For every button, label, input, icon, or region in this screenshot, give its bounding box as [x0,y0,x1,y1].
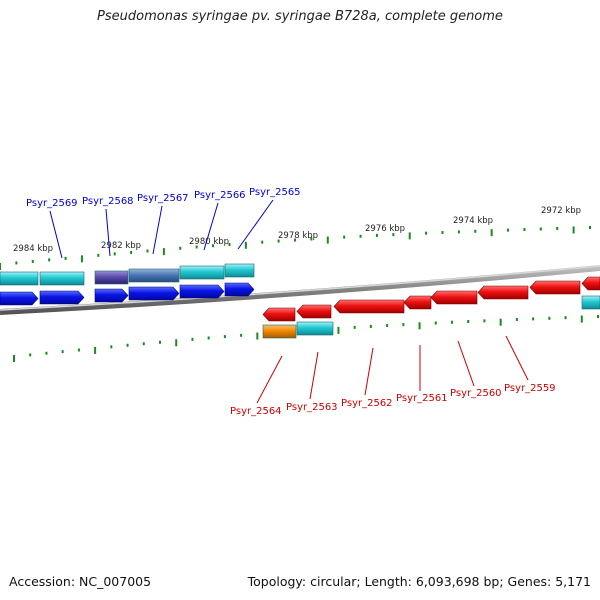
reverse-gene-label: Psyr_2564 [230,406,282,417]
scale-label: 2980 kbp [189,237,229,247]
reverse-gene-label: Psyr_2561 [396,393,448,404]
reverse-gene-label: Psyr_2563 [286,402,338,413]
cog-block-reverse [296,321,334,336]
cog-block-reverse [581,295,600,310]
reverse-gene-label: Psyr_2559 [504,383,556,394]
scale-label: 2974 kbp [453,216,493,226]
reverse-cds-arrow [581,276,600,291]
forward-gene-leader [105,208,111,257]
reverse-cds-arrow [403,295,432,310]
cog-block-forward [224,263,255,278]
forward-gene-label: Psyr_2568 [82,196,134,207]
forward-cds-arrow [179,284,225,299]
reverse-gene-leader [457,340,475,387]
scale-label: 2972 kbp [541,206,581,216]
topology-text: Topology: circular; Length: 6,093,698 bp… [247,574,591,589]
genome-backbone [0,265,600,315]
genome-backbone-highlight [0,265,600,311]
reverse-cds-arrow [262,307,296,322]
forward-cds-arrow [128,286,180,301]
reverse-cds-arrow [333,299,405,314]
cog-block-forward [94,270,129,285]
reverse-gene-leader [256,355,283,404]
reverse-gene-label: Psyr_2562 [341,398,393,409]
forward-gene-leader [152,205,163,255]
forward-gene-label: Psyr_2566 [194,190,246,201]
forward-gene-label: Psyr_2565 [249,187,301,198]
cog-block-forward [128,268,180,283]
reverse-gene-leader [309,351,319,400]
scale-label: 2984 kbp [13,244,53,254]
reverse-cds-arrow [296,304,332,319]
forward-cds-arrow [0,291,39,306]
cog-block-forward [179,265,225,280]
reverse-cds-arrow [477,285,529,300]
reverse-gene-leader [364,347,374,396]
forward-gene-leader [49,210,63,259]
cog-block-forward [0,271,39,286]
forward-cds-arrow [94,288,129,303]
map-title: Pseudomonas syringae pv. syringae B728a,… [97,9,503,24]
forward-gene-label: Psyr_2567 [137,193,189,204]
reverse-cds-arrow [529,280,581,295]
cog-block-forward [39,271,85,286]
scale-label: 2982 kbp [101,241,141,251]
reverse-cds-arrow [430,290,478,305]
forward-gene-leader [203,202,219,251]
forward-cds-arrow [39,290,85,305]
accession-text: Accession: NC_007005 [9,574,152,589]
scale-label: 2976 kbp [365,224,405,234]
forward-cds-arrow [224,282,255,297]
cog-block-reverse [262,324,297,339]
reverse-gene-label: Psyr_2560 [450,388,502,399]
scale-label: 2978 kbp [278,231,318,241]
forward-gene-label: Psyr_2569 [26,198,78,209]
forward-gene-leader [237,199,274,250]
reverse-gene-leader [505,335,529,381]
